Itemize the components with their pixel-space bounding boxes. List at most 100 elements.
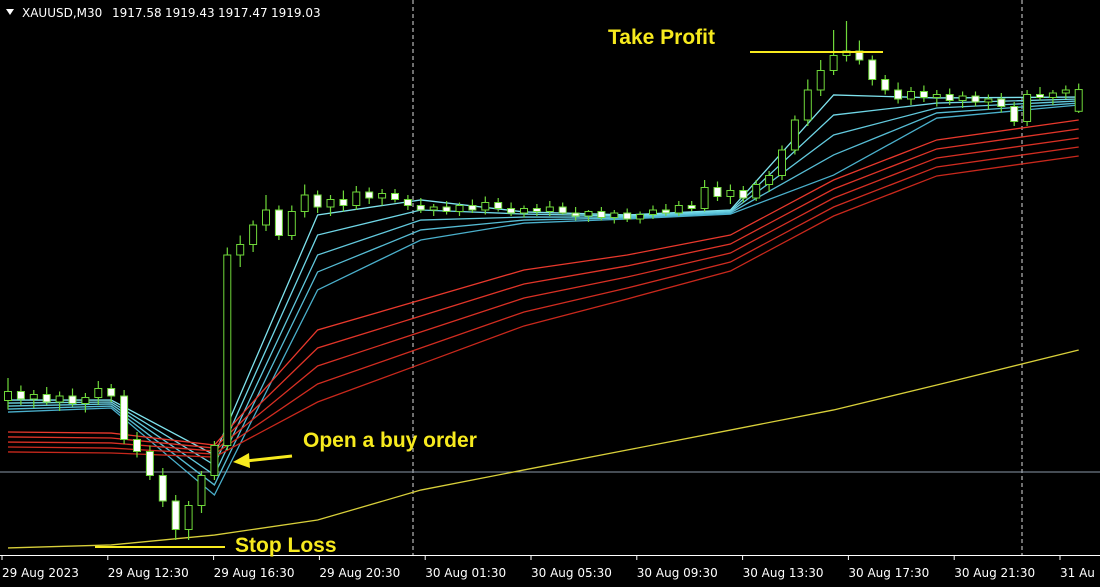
candle-body [249, 224, 258, 245]
candle-body [597, 211, 606, 218]
candle-body [494, 202, 503, 209]
candle-body [158, 475, 167, 502]
candle-body [907, 91, 915, 100]
x-tick-label: 29 Aug 20:30 [319, 566, 400, 580]
candle-body [674, 205, 683, 214]
candle-body [958, 95, 967, 101]
arrow-head [233, 453, 250, 468]
ohlc-info: 1917.58 1919.43 1917.47 1919.03 [112, 6, 321, 20]
candle-body [520, 208, 528, 214]
ohlc-value: 1919.43 [165, 6, 215, 20]
candle-body [816, 70, 825, 91]
candle-body [442, 206, 451, 212]
take-profit-label: Take Profit [608, 26, 715, 49]
candle-body [610, 212, 619, 218]
candle-body [42, 394, 51, 403]
moving-average [7, 137, 1079, 452]
candle-body [855, 50, 864, 61]
candle-body [81, 397, 90, 404]
candle-body [1061, 89, 1070, 94]
candle-body [649, 209, 657, 215]
candle-body [803, 89, 812, 121]
candle-body [713, 187, 722, 197]
candle-body [339, 199, 348, 206]
candle-body [894, 89, 903, 100]
candle-body [545, 206, 554, 212]
candle-body [636, 214, 645, 220]
candle-body [365, 191, 374, 199]
candle-body [919, 91, 928, 98]
candle-body [4, 391, 12, 401]
candle-body [313, 194, 322, 208]
candle-body [210, 445, 219, 476]
candle-body [726, 190, 735, 197]
moving-average [7, 104, 1079, 497]
candle-body [868, 59, 877, 80]
moving-average [7, 128, 1079, 449]
moving-average [7, 349, 1079, 549]
candle-body [171, 500, 180, 530]
candle-body [971, 95, 980, 103]
candle-body [507, 208, 516, 214]
candle-body [558, 206, 567, 214]
candle-body [184, 505, 193, 530]
x-tick-label: 30 Aug 09:30 [637, 566, 718, 580]
x-tick-label: 29 Aug 16:30 [214, 566, 295, 580]
candle-body [107, 388, 116, 397]
x-tick-label: 30 Aug 17:30 [848, 566, 929, 580]
candle-body [391, 193, 399, 200]
candle-body [29, 394, 38, 400]
candle-body [262, 209, 270, 226]
candle-body [984, 98, 993, 103]
candle-body [1074, 89, 1083, 112]
candle-body [378, 193, 387, 199]
moving-average [7, 155, 1079, 458]
entry-note: Open a buy order [303, 429, 477, 452]
candle-body [403, 199, 412, 206]
candle-body [842, 50, 851, 56]
candle-body [829, 55, 838, 71]
x-tick-label: 30 Aug 05:30 [531, 566, 612, 580]
candle-body [752, 184, 761, 199]
candle-body [997, 98, 1006, 107]
candle-body [687, 205, 696, 209]
candle-body [571, 212, 580, 217]
candle-body [133, 439, 141, 452]
candle-body [623, 212, 632, 220]
menu-triangle [6, 9, 14, 15]
x-tick-label: 29 Aug 12:30 [108, 566, 189, 580]
candle-body [429, 206, 438, 211]
plot-area [0, 21, 1100, 549]
candle-body [274, 209, 283, 236]
ohlc-value: 1919.03 [271, 6, 321, 20]
candle-body [1010, 106, 1019, 122]
candle-body [532, 208, 541, 212]
candle-body [236, 244, 245, 256]
moving-average [7, 102, 1079, 486]
candle-body [881, 79, 890, 91]
candle-body [352, 191, 361, 206]
ohlc-value: 1917.58 [112, 6, 162, 20]
ohlc-value: 1917.47 [218, 6, 268, 20]
x-tick-label: 31 Au [1060, 566, 1095, 580]
candle-body [481, 202, 490, 211]
candle-body [223, 254, 232, 446]
candle-body [778, 149, 786, 176]
candle-body [1036, 94, 1044, 98]
stop-loss-label: Stop Loss [235, 534, 337, 557]
x-tick-label: 30 Aug 13:30 [743, 566, 824, 580]
candle-body [739, 190, 748, 199]
candle-body [197, 475, 206, 506]
candle-body [55, 395, 64, 403]
candle-body [932, 94, 941, 98]
candle-body [700, 187, 709, 209]
candle-body [1023, 94, 1032, 122]
symbol: XAUUSD,M30 [22, 6, 102, 20]
candle-body [790, 119, 799, 151]
candle-body [468, 205, 477, 211]
candle-body [326, 199, 335, 208]
candle-body [1048, 92, 1057, 98]
x-tick-label: 30 Aug 01:30 [425, 566, 506, 580]
